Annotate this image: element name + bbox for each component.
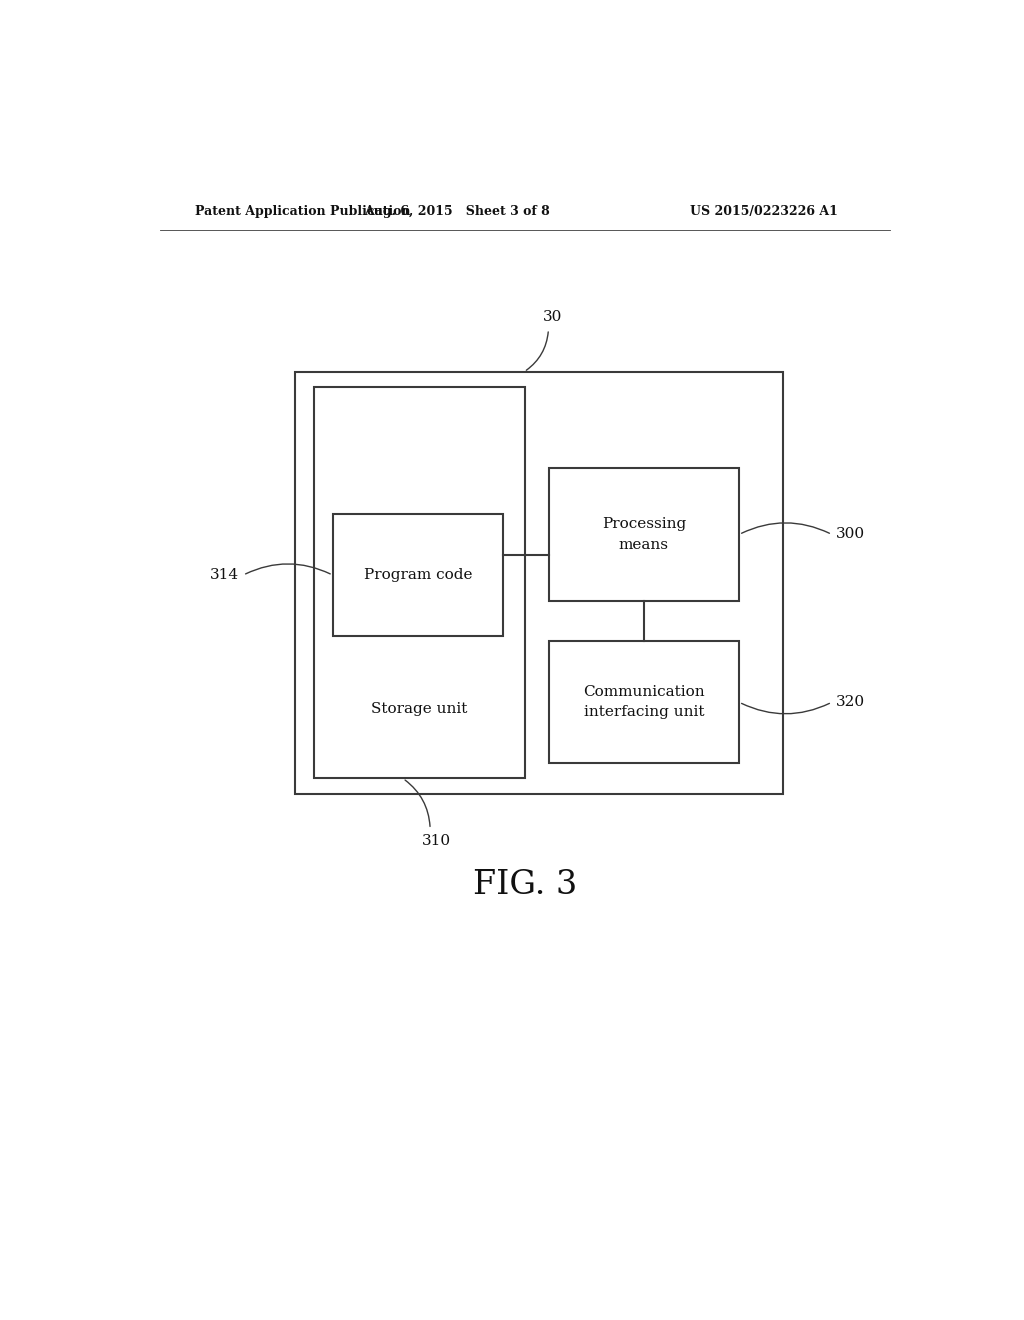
Bar: [333, 513, 504, 636]
Text: 320: 320: [836, 696, 865, 709]
Text: 300: 300: [836, 528, 865, 541]
Text: Aug. 6, 2015   Sheet 3 of 8: Aug. 6, 2015 Sheet 3 of 8: [365, 205, 550, 218]
Bar: [549, 642, 739, 763]
Bar: [549, 469, 739, 601]
Text: Storage unit: Storage unit: [372, 702, 468, 717]
Text: US 2015/0223226 A1: US 2015/0223226 A1: [690, 205, 839, 218]
Text: Communication
interfacing unit: Communication interfacing unit: [583, 685, 705, 719]
Bar: [295, 372, 782, 793]
Bar: [314, 387, 524, 779]
Text: FIG. 3: FIG. 3: [473, 869, 577, 902]
Text: Processing
means: Processing means: [602, 517, 686, 552]
Text: 30: 30: [543, 310, 562, 325]
Text: 310: 310: [422, 834, 452, 849]
Text: Patent Application Publication: Patent Application Publication: [196, 205, 411, 218]
Text: 314: 314: [210, 568, 239, 582]
Text: Program code: Program code: [364, 568, 472, 582]
